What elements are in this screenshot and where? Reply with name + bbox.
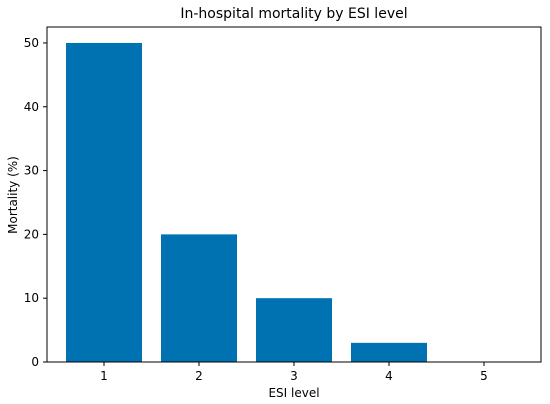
x-axis-label: ESI level xyxy=(268,386,319,400)
x-tick-label: 5 xyxy=(480,369,488,383)
y-tick-label: 20 xyxy=(24,227,39,241)
y-axis-ticks: 0 10 20 30 40 50 xyxy=(24,36,47,369)
bar-esi-2 xyxy=(161,234,237,362)
y-axis-label: Mortality (%) xyxy=(6,156,20,234)
y-tick-label: 0 xyxy=(31,355,39,369)
y-tick-label: 10 xyxy=(24,291,39,305)
y-tick-label: 50 xyxy=(24,36,39,50)
bar-esi-1 xyxy=(66,42,142,362)
x-axis-ticks: 1 2 3 4 5 xyxy=(100,362,488,383)
plot-frame xyxy=(46,26,542,363)
bar-esi-3 xyxy=(256,298,332,362)
x-tick-label: 3 xyxy=(290,369,298,383)
plot-bars xyxy=(66,42,427,362)
x-tick-label: 4 xyxy=(385,369,393,383)
chart-title: In-hospital mortality by ESI level xyxy=(180,6,407,22)
y-tick-label: 30 xyxy=(24,164,39,178)
bar-esi-4 xyxy=(351,342,427,362)
y-tick-label: 40 xyxy=(24,100,39,114)
x-tick-label: 1 xyxy=(100,369,108,383)
x-tick-label: 2 xyxy=(195,369,203,383)
